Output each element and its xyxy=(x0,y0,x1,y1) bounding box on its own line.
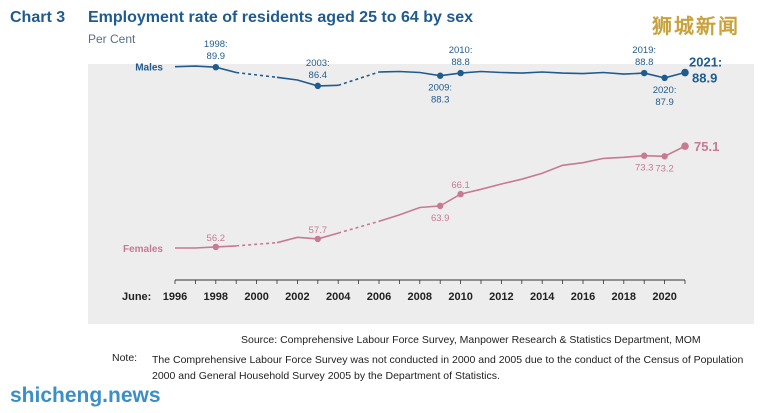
males-data-point xyxy=(641,69,648,77)
females-label-value: 66.1 xyxy=(451,180,470,191)
males-label-year: 2021: xyxy=(689,55,722,70)
watermark-logo: 狮城新闻 xyxy=(652,16,740,38)
unit-label: Per Cent xyxy=(88,32,136,46)
source-note: Source: Comprehensive Labour Force Surve… xyxy=(241,334,701,346)
watermark-site: shicheng.news xyxy=(10,384,161,407)
females-label-value: 75.1 xyxy=(694,139,719,154)
x-tick-label: 2002 xyxy=(285,291,309,303)
males-gap-line xyxy=(337,71,380,87)
females-label-value: 56.2 xyxy=(207,233,226,244)
x-axis-prefix: June: xyxy=(122,291,151,303)
males-label-value: 88.3 xyxy=(431,95,450,106)
males-data-point xyxy=(314,82,321,90)
females-series-line xyxy=(175,245,237,249)
males-data-point xyxy=(457,69,464,77)
males-label-value: 86.4 xyxy=(309,70,328,81)
females-series-label: Females xyxy=(123,244,163,255)
females-data-point xyxy=(212,243,219,251)
females-data-point xyxy=(681,142,689,150)
x-tick-label: 2018 xyxy=(612,291,636,303)
males-label-value: 89.9 xyxy=(207,51,226,62)
note-label: Note: xyxy=(112,352,138,364)
males-label-value: 88.8 xyxy=(451,57,470,68)
females-data-point xyxy=(457,190,464,198)
females-gap-line xyxy=(337,220,380,234)
females-data-point xyxy=(314,235,321,243)
males-series-line xyxy=(276,76,339,87)
females-series-line xyxy=(276,232,339,244)
x-tick-label: 1996 xyxy=(163,291,187,303)
x-tick-label: 1998 xyxy=(204,291,228,303)
plot-background xyxy=(88,64,754,324)
x-tick-label: 2004 xyxy=(326,291,351,303)
x-tick-label: 2014 xyxy=(530,291,555,303)
males-series-line xyxy=(378,70,686,79)
females-gap-line xyxy=(236,241,278,247)
chart-title: Employment rate of residents aged 25 to … xyxy=(88,9,474,26)
x-tick-label: 2000 xyxy=(244,291,268,303)
males-data-point xyxy=(681,68,689,77)
males-label-year: 1998: xyxy=(204,39,228,50)
females-label-value: 73.2 xyxy=(655,163,674,174)
males-label-year: 2020: xyxy=(653,85,677,96)
males-gap-line xyxy=(236,71,278,79)
females-data-point xyxy=(661,153,668,160)
x-tick-label: 2020 xyxy=(652,291,676,303)
males-series-line xyxy=(174,65,237,74)
males-series-label: Males xyxy=(135,63,163,74)
x-tick-label: 2016 xyxy=(571,291,595,303)
males-label-year: 2009: xyxy=(428,83,452,94)
females-label-value: 63.9 xyxy=(431,213,450,224)
note-text: The Comprehensive Labour Force Survey wa… xyxy=(152,354,744,382)
females-label-value: 73.3 xyxy=(635,163,654,174)
x-tick-label: 2012 xyxy=(489,291,513,303)
males-data-point xyxy=(437,72,444,79)
males-data-point xyxy=(661,74,668,82)
x-tick-label: 2010 xyxy=(448,291,472,303)
males-label-value: 88.9 xyxy=(692,71,717,86)
x-tick-label: 2006 xyxy=(367,291,391,303)
females-data-point xyxy=(641,152,648,159)
males-label-value: 87.9 xyxy=(655,97,674,108)
males-label-year: 2003: xyxy=(306,58,330,69)
males-label-year: 2019: xyxy=(632,45,656,56)
males-label-value: 88.8 xyxy=(635,57,654,68)
x-tick-label: 2008 xyxy=(408,291,432,303)
females-data-point xyxy=(437,202,444,210)
line-chart: June: 1996 1998 2000 2002 2004 2006 2008 2010 201… xyxy=(122,39,722,303)
females-series-line xyxy=(378,145,686,223)
chart-number: Chart 3 xyxy=(10,9,66,26)
males-label-year: 2010: xyxy=(449,45,473,56)
females-label-value: 57.7 xyxy=(309,225,328,236)
males-data-point xyxy=(212,63,219,71)
